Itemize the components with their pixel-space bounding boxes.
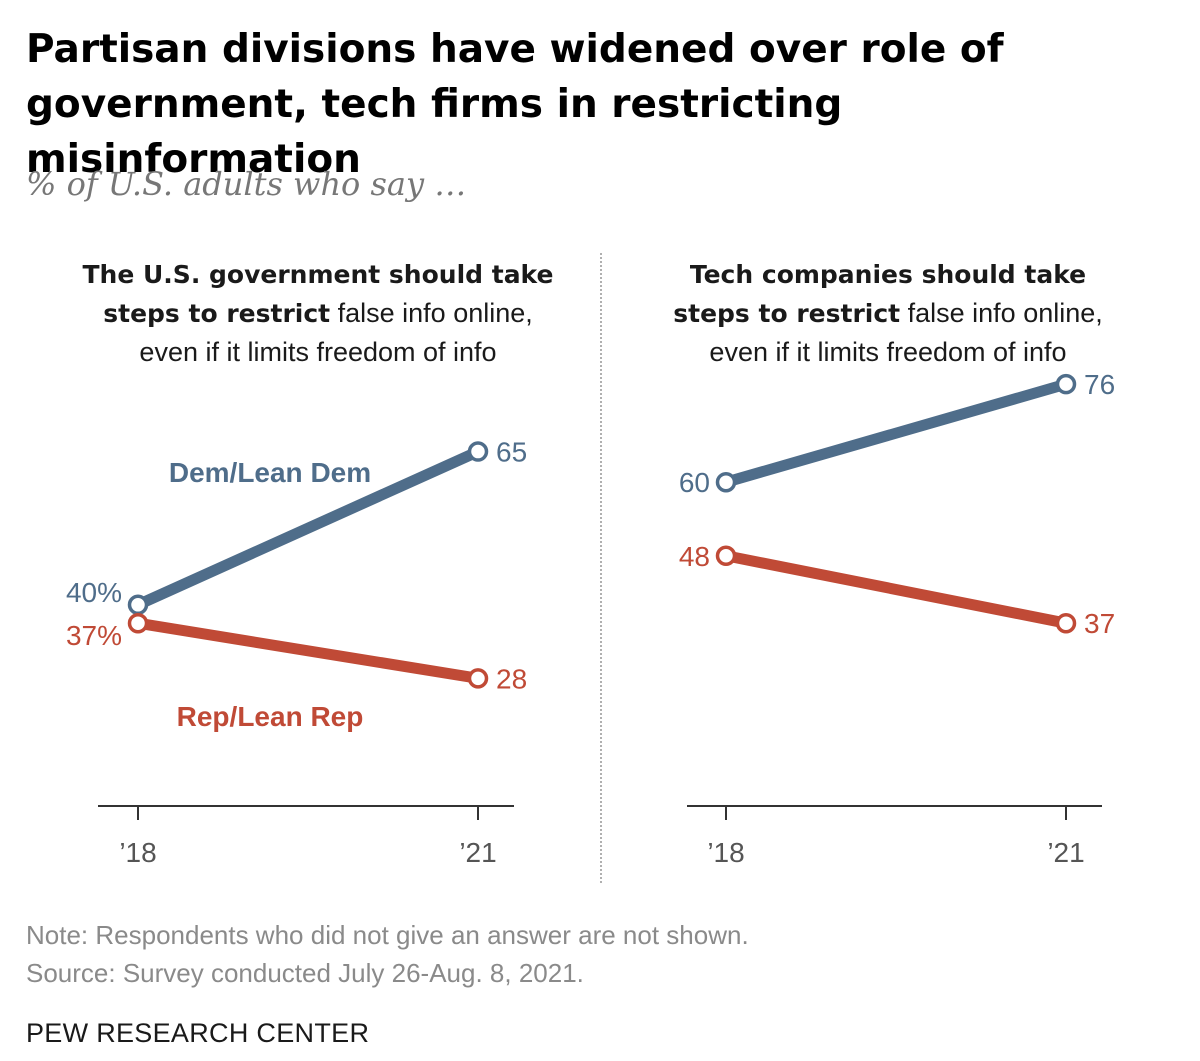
left-dem-label-start: 40% — [66, 577, 122, 608]
right-rep-line — [720, 550, 1072, 629]
left-rep-point-1 — [467, 668, 489, 689]
note-text: Note: Respondents who did not give an an… — [26, 920, 749, 950]
right-panel-heading: Tech companies should take steps to rest… — [608, 255, 1168, 372]
right-rep-label-end: 37 — [1084, 608, 1115, 639]
left-rep-line — [132, 617, 484, 684]
left-panel-heading: The U.S. government should take steps to… — [38, 255, 598, 372]
left-panel-heading-rest-2: false info online, — [330, 298, 533, 328]
right-dem-label-end: 76 — [1084, 369, 1115, 400]
chart-area: ’18 ’21 40% 65 37% 28 Dem/Lean Dem Rep/Lean Rep… — [66, 369, 1115, 868]
chart-title-line-2: government, tech firms in restricting mi… — [26, 82, 843, 182]
chart-title-line-1: Partisan divisions have widened over rol… — [26, 27, 1004, 72]
left-dem-point-1 — [467, 441, 489, 462]
panel-divider — [600, 253, 602, 883]
right-dem-point-0 — [715, 471, 737, 493]
right-rep-point-1 — [1055, 612, 1077, 634]
left-panel-heading-bold-1: The U.S. government should take — [82, 260, 554, 289]
legend-dem-label: Dem/Lean Dem — [169, 457, 371, 488]
right-panel-heading-line-3: even if it limits freedom of info — [709, 337, 1067, 367]
right-rep-point-0 — [715, 545, 737, 567]
brand-label: PEW RESEARCH CENTER — [26, 1018, 370, 1048]
source-text: Source: Survey conducted July 26-Aug. 8,… — [26, 958, 584, 988]
left-dem-line — [132, 446, 484, 611]
legend-rep-label: Rep/Lean Rep — [177, 701, 364, 732]
left-rep-point-0 — [127, 612, 149, 634]
right-dem-point-1 — [1055, 373, 1077, 395]
right-rep-label-start: 48 — [679, 541, 710, 572]
right-dem-line — [720, 378, 1072, 488]
right-x-tick-label-1: ’21 — [1047, 837, 1084, 868]
left-dem-label-end: 65 — [496, 437, 527, 468]
left-rep-label-start: 37% — [66, 620, 122, 651]
chart-title: Partisan divisions have widened over rol… — [26, 22, 1176, 187]
right-panel-heading-bold-2: steps to restrict — [673, 299, 901, 328]
left-dem-point-0 — [127, 594, 149, 616]
right-panel-heading-rest-2: false info online, — [900, 298, 1103, 328]
right-panel-heading-bold-1: Tech companies should take — [689, 260, 1087, 289]
right-dem-label-start: 60 — [679, 467, 710, 498]
left-x-tick-label-0: ’18 — [119, 837, 156, 868]
left-rep-label-end: 28 — [496, 663, 527, 694]
chart-subtitle: % of U.S. adults who say … — [26, 165, 467, 203]
left-x-tick-label-1: ’21 — [459, 837, 496, 868]
left-panel-heading-line-3: even if it limits freedom of info — [139, 337, 497, 367]
right-x-tick-label-0: ’18 — [707, 837, 744, 868]
left-panel-heading-bold-2: steps to restrict — [103, 299, 331, 328]
